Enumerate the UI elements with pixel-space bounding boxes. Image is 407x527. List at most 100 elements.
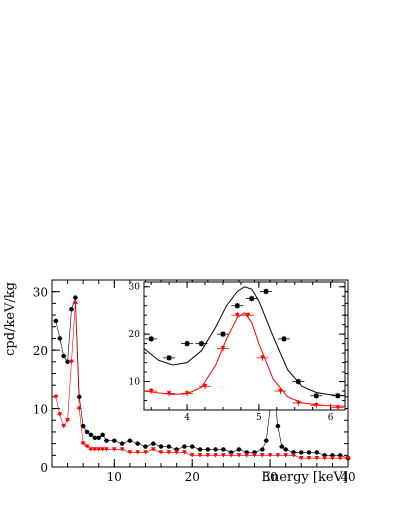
y-tick-label: 10 bbox=[129, 378, 141, 388]
data-point bbox=[151, 441, 156, 446]
data-point bbox=[306, 456, 312, 461]
data-point bbox=[345, 456, 351, 461]
data-point bbox=[53, 318, 59, 324]
x-tick-label: 5 bbox=[256, 413, 262, 423]
data-point bbox=[220, 331, 226, 337]
data-point bbox=[202, 384, 208, 389]
y-axis-title: cpd/keV/kg bbox=[3, 282, 18, 356]
data-point bbox=[213, 453, 218, 458]
inset-plot-frame bbox=[143, 281, 346, 411]
data-point bbox=[151, 447, 156, 452]
data-point bbox=[166, 444, 172, 449]
x-tick-label: 6 bbox=[328, 413, 334, 423]
data-point bbox=[244, 453, 249, 458]
data-point bbox=[84, 444, 90, 449]
data-point bbox=[197, 453, 203, 458]
data-point bbox=[92, 435, 98, 440]
y-tick-label: 0 bbox=[40, 461, 48, 475]
y-tick-label: 30 bbox=[129, 283, 141, 293]
data-point bbox=[104, 438, 109, 443]
data-point bbox=[278, 388, 283, 394]
data-point bbox=[221, 447, 226, 452]
data-point bbox=[112, 447, 117, 452]
y-tick-label: 20 bbox=[33, 344, 48, 358]
inset-axis-ticks bbox=[144, 282, 345, 411]
x-axis-title: Energy [keV] bbox=[261, 470, 348, 485]
data-point bbox=[306, 450, 312, 455]
data-point bbox=[190, 453, 195, 458]
data-point bbox=[335, 405, 341, 410]
data-point bbox=[158, 450, 164, 455]
data-point bbox=[199, 341, 204, 346]
y-tick-label: 30 bbox=[33, 286, 48, 300]
data-point bbox=[335, 393, 341, 398]
data-point bbox=[213, 447, 218, 452]
data-point bbox=[235, 312, 240, 318]
data-point bbox=[92, 447, 98, 452]
data-point bbox=[61, 423, 66, 429]
data-point bbox=[88, 447, 94, 452]
data-point bbox=[69, 307, 74, 312]
data-point bbox=[184, 391, 190, 396]
data-point bbox=[184, 341, 190, 346]
data-point bbox=[158, 444, 164, 449]
data-point bbox=[96, 435, 101, 440]
data-point bbox=[65, 359, 70, 365]
data-point bbox=[322, 456, 327, 461]
data-point bbox=[263, 289, 269, 294]
data-point bbox=[245, 312, 251, 318]
data-point bbox=[299, 456, 304, 461]
data-point bbox=[135, 450, 140, 455]
data-point bbox=[283, 453, 288, 458]
x-tick-label: 40 bbox=[340, 470, 355, 484]
main-tick-labels: 10 20 30 40 0 10 20 30 bbox=[33, 286, 356, 484]
data-point bbox=[104, 447, 109, 452]
data-point bbox=[65, 418, 70, 423]
data-point bbox=[119, 441, 125, 446]
data-point bbox=[236, 447, 242, 452]
data-point bbox=[299, 450, 304, 455]
data-point bbox=[260, 447, 265, 452]
data-point bbox=[291, 453, 296, 458]
data-point bbox=[80, 441, 86, 446]
data-point bbox=[220, 346, 226, 351]
data-point bbox=[96, 447, 101, 452]
data-point bbox=[182, 450, 187, 455]
data-point bbox=[252, 453, 257, 458]
data-point bbox=[197, 447, 203, 452]
data-point bbox=[143, 450, 148, 455]
data-point bbox=[296, 379, 301, 384]
data-point bbox=[221, 453, 226, 458]
data-point bbox=[77, 394, 82, 400]
data-point bbox=[281, 336, 287, 342]
data-point bbox=[264, 438, 269, 443]
x-tick-label: 20 bbox=[185, 470, 200, 484]
y-tick-label: 10 bbox=[33, 403, 48, 417]
x-tick-label: 30 bbox=[262, 470, 277, 484]
data-point bbox=[205, 453, 210, 458]
data-point bbox=[182, 444, 187, 449]
data-point bbox=[314, 450, 320, 455]
data-point bbox=[73, 295, 78, 300]
data-point bbox=[73, 301, 78, 306]
data-point bbox=[166, 450, 172, 455]
data-point bbox=[77, 406, 82, 411]
data-point bbox=[260, 355, 265, 361]
data-point bbox=[112, 438, 117, 443]
data-point bbox=[69, 359, 74, 365]
data-point bbox=[148, 388, 154, 394]
data-point bbox=[236, 453, 242, 458]
fit-curve-series-1 bbox=[143, 312, 346, 407]
data-point bbox=[61, 353, 66, 359]
data-point bbox=[260, 453, 265, 458]
data-point bbox=[338, 456, 343, 461]
data-point bbox=[57, 336, 62, 341]
x-tick-label: 4 bbox=[184, 413, 190, 423]
data-point bbox=[143, 444, 148, 449]
data-point bbox=[205, 447, 210, 452]
data-point bbox=[57, 412, 62, 417]
data-point bbox=[174, 450, 179, 455]
inset-data-layer bbox=[143, 286, 346, 411]
data-point bbox=[314, 393, 319, 398]
